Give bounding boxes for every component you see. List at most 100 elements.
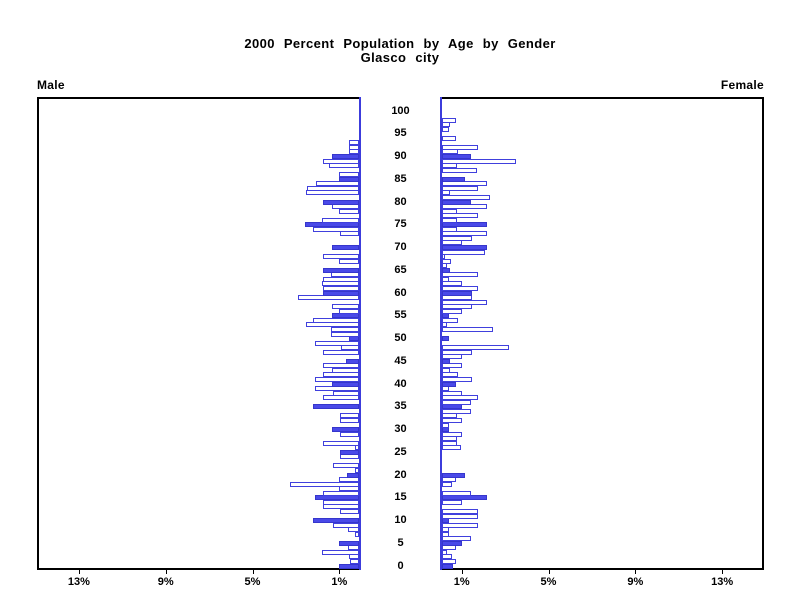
bar-male-age-41	[315, 377, 359, 382]
male-baseline-axis	[359, 97, 361, 570]
bar-male-age-85	[339, 176, 359, 182]
bar-female-age-87	[442, 167, 477, 173]
bar-female-age-50	[442, 336, 449, 341]
pct-tick-label-female-13: 13%	[711, 576, 734, 588]
bar-male-age-8	[348, 527, 359, 533]
bar-female-age-69	[442, 249, 485, 255]
bar-male-age-79	[332, 204, 359, 210]
bar-male-age-83	[307, 185, 359, 191]
bar-male-age-15	[315, 495, 359, 501]
bar-male-age-56	[339, 308, 359, 314]
age-tick-70: 70	[394, 241, 407, 253]
bar-female-age-29	[442, 431, 462, 437]
age-tick-75: 75	[394, 218, 407, 231]
bar-male-age-47	[323, 349, 359, 355]
bar-female-age-12	[442, 508, 478, 514]
age-tick-30: 30	[394, 423, 407, 435]
bar-male-age-55	[332, 313, 359, 319]
bar-female-age-46	[442, 354, 462, 360]
bar-male-age-22	[333, 463, 359, 469]
bar-male-age-61	[323, 285, 359, 291]
female-panel-frame	[440, 97, 764, 570]
bar-female-age-1	[442, 559, 456, 564]
bar-male-age-25	[340, 449, 359, 455]
bar-female-age-41	[442, 377, 472, 382]
age-tick-45: 45	[394, 354, 407, 367]
bar-male-age-54	[313, 317, 359, 323]
bar-female-age-53	[442, 322, 447, 328]
bar-female-age-7	[442, 531, 449, 537]
pct-tick-label-male-5: 5%	[244, 576, 261, 588]
bar-male-age-9	[333, 522, 359, 528]
bar-male-age-29	[340, 431, 359, 437]
bar-male-age-39	[315, 386, 359, 392]
bar-female-age-38	[442, 390, 462, 396]
female-panel-label: Female	[720, 78, 764, 92]
bar-female-age-27	[442, 440, 457, 446]
age-tick-5: 5	[397, 536, 404, 549]
age-tick-10: 10	[394, 514, 407, 526]
pct-tick-label-male-9: 9%	[157, 576, 174, 588]
bar-female-age-37	[442, 395, 478, 401]
bar-female-age-67	[442, 258, 451, 264]
chart-title: 2000 Percent Population by Age by Gender	[244, 36, 556, 51]
pct-tick-mark-male-9	[165, 570, 167, 574]
age-tick-80: 80	[394, 195, 407, 208]
age-tick-0: 0	[397, 559, 404, 572]
bar-female-age-4	[442, 545, 456, 551]
bar-male-age-74	[313, 226, 359, 232]
bar-male-age-24	[340, 454, 359, 460]
bar-male-age-17	[339, 486, 359, 492]
age-tick-55: 55	[394, 309, 407, 322]
bar-male-age-88	[329, 163, 359, 169]
bar-male-age-64	[331, 272, 359, 278]
bar-female-age-89	[442, 158, 516, 164]
bar-male-age-40	[332, 381, 359, 387]
bar-male-age-2	[349, 554, 359, 560]
bar-female-age-14	[442, 499, 462, 505]
bar-female-age-60	[442, 290, 472, 296]
age-tick-25: 25	[394, 445, 407, 458]
bar-male-age-19	[339, 477, 359, 483]
bar-female-age-19	[442, 477, 456, 483]
bar-male-age-82	[306, 190, 359, 196]
age-tick-65: 65	[394, 263, 407, 276]
age-tick-15: 15	[394, 491, 407, 504]
bar-female-age-55	[442, 313, 449, 319]
bar-female-age-62	[442, 281, 462, 287]
bar-male-age-76	[322, 217, 359, 223]
age-tick-100: 100	[391, 104, 410, 117]
bar-male-age-78	[339, 208, 359, 214]
pct-tick-mark-female-13	[722, 570, 724, 574]
bar-male-age-7	[355, 531, 359, 537]
bar-female-age-65	[442, 267, 450, 273]
age-tick-35: 35	[394, 400, 407, 413]
bar-female-age-68	[442, 254, 445, 260]
bar-female-age-40	[442, 381, 456, 387]
age-tick-95: 95	[394, 127, 407, 140]
bar-male-age-53	[306, 322, 359, 328]
bar-female-age-79	[442, 204, 487, 210]
bar-male-age-42	[323, 372, 359, 378]
bar-male-age-37	[323, 395, 359, 401]
bar-female-age-61	[442, 285, 478, 291]
bar-female-age-80	[442, 199, 471, 205]
bar-male-age-4	[348, 545, 359, 551]
bar-female-age-10	[442, 518, 449, 523]
bar-female-age-33	[442, 413, 457, 419]
pct-tick-label-male-13: 13%	[67, 576, 90, 588]
bar-male-age-3	[322, 549, 359, 555]
bar-female-age-57	[442, 304, 472, 310]
bar-male-age-50	[349, 336, 359, 341]
bar-male-age-21	[355, 467, 359, 473]
bar-female-age-90	[442, 154, 471, 159]
bar-female-age-39	[442, 386, 449, 392]
bar-male-age-70	[332, 245, 359, 250]
bar-male-age-33	[340, 413, 359, 419]
bar-male-age-30	[332, 427, 359, 432]
bar-female-age-76	[442, 217, 457, 223]
bar-male-age-20	[347, 472, 359, 478]
bar-female-age-2	[442, 554, 452, 560]
bar-female-age-15	[442, 495, 487, 501]
pct-tick-mark-male-1	[339, 570, 341, 574]
